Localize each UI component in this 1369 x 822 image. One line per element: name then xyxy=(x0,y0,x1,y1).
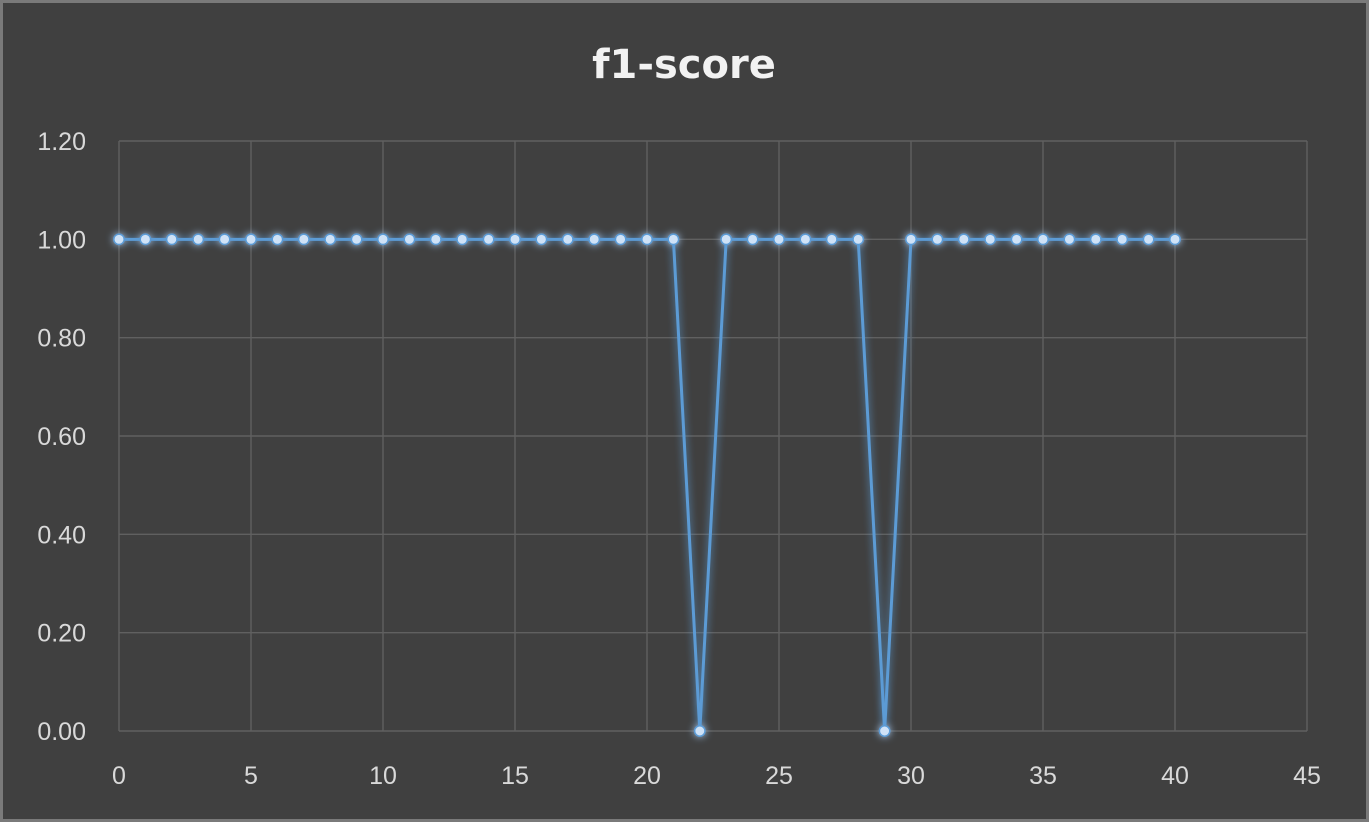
data-point xyxy=(1142,233,1155,246)
y-tick-label: 1.00 xyxy=(37,226,86,254)
y-tick-label: 0.40 xyxy=(37,521,86,549)
data-point xyxy=(852,233,865,246)
x-tick-label: 5 xyxy=(244,762,258,790)
data-point xyxy=(1063,233,1076,246)
data-point xyxy=(482,233,495,246)
data-point xyxy=(377,233,389,246)
y-tick-label: 0.00 xyxy=(37,718,86,746)
data-point xyxy=(905,233,917,246)
y-tick-label: 0.80 xyxy=(37,325,86,353)
data-point xyxy=(799,233,812,246)
data-point xyxy=(773,233,785,246)
data-point xyxy=(165,233,178,246)
y-axis-ticks: 0.00 0.20 0.40 0.60 0.80 1.00 1.20 xyxy=(37,128,86,746)
data-point xyxy=(588,233,601,246)
data-point xyxy=(113,233,125,246)
data-point xyxy=(509,233,521,246)
data-point xyxy=(297,233,310,246)
y-tick-label: 0.60 xyxy=(37,423,86,451)
data-point xyxy=(746,233,759,246)
x-tick-label: 0 xyxy=(112,762,126,790)
data-point xyxy=(1169,233,1181,246)
data-point xyxy=(429,233,442,246)
chart-title: f1-score xyxy=(592,42,776,88)
data-point xyxy=(535,233,548,246)
x-tick-label: 30 xyxy=(897,762,925,790)
x-tick-label: 10 xyxy=(369,762,397,790)
data-point xyxy=(825,233,838,246)
data-point xyxy=(139,233,152,246)
data-point xyxy=(218,233,231,246)
data-point xyxy=(614,233,627,246)
data-point xyxy=(271,233,284,246)
x-tick-label: 25 xyxy=(765,762,793,790)
data-point xyxy=(641,233,653,246)
data-point xyxy=(192,233,205,246)
x-tick-label: 20 xyxy=(633,762,661,790)
data-point xyxy=(1037,233,1049,246)
x-tick-label: 40 xyxy=(1161,762,1189,790)
data-point xyxy=(1116,233,1129,246)
x-tick-label: 45 xyxy=(1293,762,1321,790)
data-point xyxy=(1089,233,1102,246)
data-point xyxy=(693,725,706,737)
data-point xyxy=(1010,233,1023,246)
y-tick-label: 1.20 xyxy=(37,128,86,156)
data-point xyxy=(324,233,337,246)
data-point xyxy=(561,233,574,246)
data-point xyxy=(456,233,469,246)
grid xyxy=(118,140,1308,732)
x-axis-ticks: 0 5 10 15 20 25 30 35 40 45 xyxy=(112,762,1321,790)
data-point xyxy=(403,233,416,246)
data-point xyxy=(350,233,363,246)
data-point xyxy=(878,725,891,737)
data-point xyxy=(720,233,733,246)
y-tick-label: 0.20 xyxy=(37,620,86,648)
data-point xyxy=(667,233,680,246)
data-point xyxy=(957,233,970,246)
series-group xyxy=(113,233,1181,737)
data-point xyxy=(245,233,257,246)
x-tick-label: 35 xyxy=(1029,762,1057,790)
x-tick-label: 15 xyxy=(501,762,529,790)
data-point xyxy=(984,233,997,246)
series-f1-score xyxy=(113,233,1181,737)
data-point xyxy=(931,233,944,246)
